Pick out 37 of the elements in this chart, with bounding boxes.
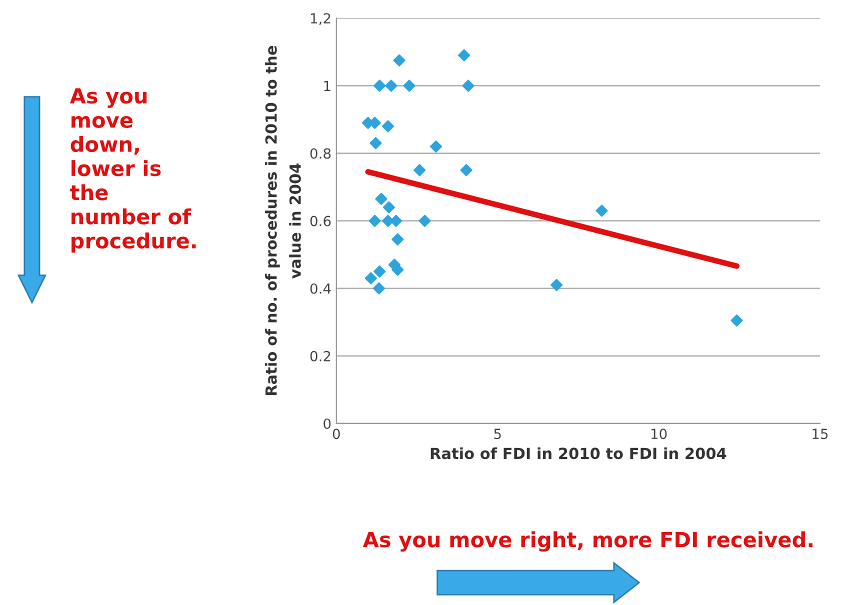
- point: [374, 265, 386, 278]
- point: [430, 140, 442, 153]
- y-tick-label: 0: [324, 418, 331, 429]
- point: [372, 282, 386, 294]
- y-tick-label: 0.6: [310, 216, 331, 226]
- point: [596, 204, 608, 217]
- point: [462, 80, 474, 92]
- text: As you move right, more FDI received.: [362, 531, 812, 552]
- point: [382, 201, 396, 214]
- x-tick-label: 15: [812, 428, 828, 440]
- point: [460, 164, 472, 176]
- y-axis-title: Ratio of no. of procedures in 2010 to the value in 2004: [265, 46, 301, 396]
- point: [382, 120, 394, 132]
- point: [374, 80, 386, 92]
- x-tick-label: 5: [494, 428, 501, 440]
- point: [418, 214, 431, 227]
- text: As you move down, lower is the number of procedure.: [70, 88, 196, 253]
- x-tick-label: 0: [332, 428, 340, 440]
- y-tick-label: 1: [324, 80, 330, 91]
- point: [385, 80, 398, 92]
- point: [370, 137, 382, 150]
- y-tick-label: 0.2: [310, 350, 330, 362]
- point: [458, 49, 470, 62]
- point: [393, 54, 406, 66]
- point: [375, 192, 388, 205]
- y-tick-label: 0.4: [310, 283, 331, 294]
- point: [392, 233, 404, 246]
- point: [364, 272, 377, 284]
- point: [403, 80, 416, 92]
- point: [550, 278, 563, 292]
- point: [414, 164, 426, 176]
- y-tick-label: 1,2: [310, 13, 330, 26]
- point: [730, 314, 743, 327]
- y-tick-label: 0.8: [310, 148, 331, 159]
- x-axis-title: Ratio of FDI in 2010 to FDI in 2004: [430, 447, 726, 460]
- x-tick-label: 10: [651, 428, 667, 440]
- point: [368, 214, 381, 227]
